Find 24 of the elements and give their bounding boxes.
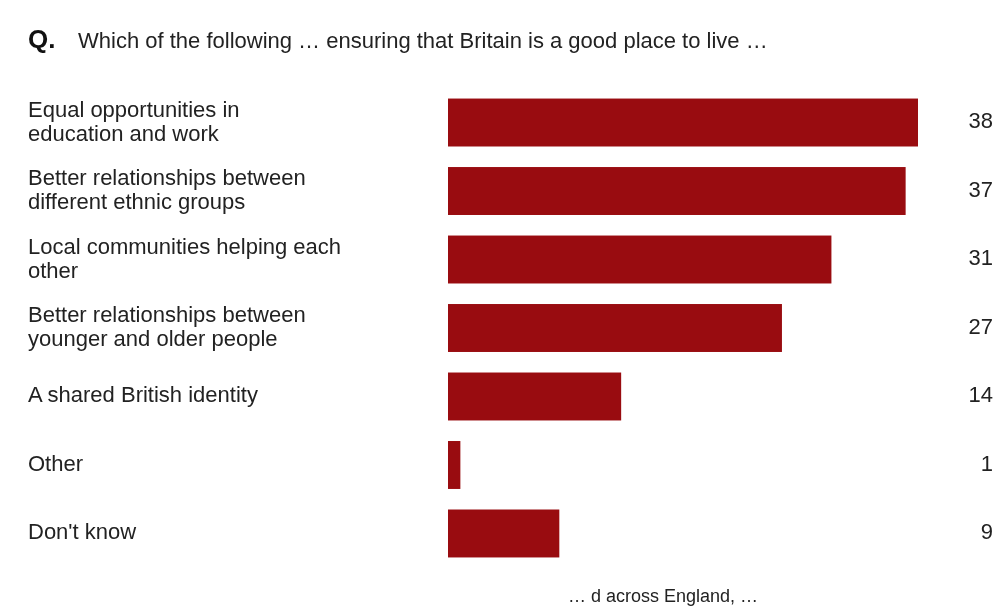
chart-title: Which of the following … ensuring that Britain is a good place to live … (78, 28, 768, 53)
data-label: 1 (980, 450, 993, 476)
data-label: 14 (968, 382, 993, 408)
y-tick-label: Better relationships between younger and older people (28, 301, 306, 351)
bar (448, 372, 622, 421)
data-label: 38 (968, 108, 993, 134)
bar (448, 167, 906, 215)
data-label: 37 (968, 176, 993, 202)
text: … d across England, … (568, 586, 759, 606)
y-tick-label: Better relationships between different ethnic groups (28, 164, 306, 214)
bar (448, 304, 782, 352)
y-tick-label: Other (28, 450, 84, 476)
data-label: 27 (968, 313, 993, 339)
bar (448, 441, 461, 489)
text: Q. (28, 24, 56, 54)
bar (448, 509, 560, 558)
y-tick-label: Don't know (28, 519, 137, 545)
y-tick-label: Local communities helping each other (28, 233, 342, 283)
y-tick-label: A shared British identity (28, 382, 258, 408)
bar (448, 98, 918, 147)
data-label: 9 (980, 519, 993, 545)
y-tick-label: Equal opportunities in education and work (28, 96, 240, 146)
bar (448, 235, 832, 284)
data-label: 31 (968, 245, 993, 271)
